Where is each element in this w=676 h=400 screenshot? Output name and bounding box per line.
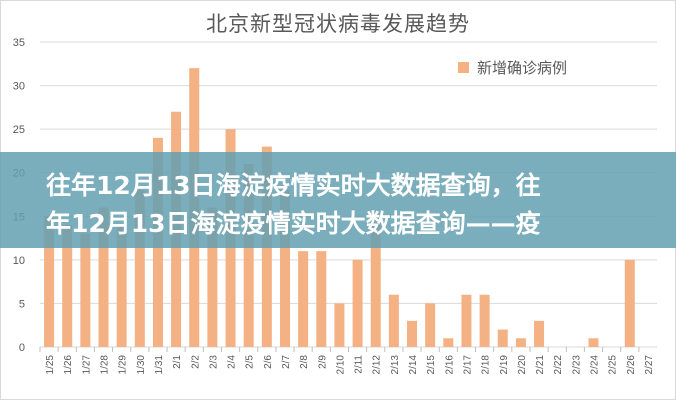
bar <box>479 294 490 347</box>
y-tick-label: 0 <box>19 342 25 354</box>
x-tick-label: 2/17 <box>462 355 473 375</box>
bar <box>407 320 418 347</box>
chart-title: 北京新型冠状病毒发展趋势 <box>206 12 470 36</box>
bar <box>62 225 73 347</box>
bar <box>388 294 399 347</box>
x-tick-label: 2/24 <box>589 355 600 375</box>
headline-line-1: 往年12月13日海淀疫情实时大数据查询，往 <box>46 171 541 200</box>
bar <box>116 225 127 347</box>
x-tick-label: 2/14 <box>408 355 419 375</box>
x-tick-label: 2/13 <box>390 355 401 375</box>
bar <box>134 190 145 347</box>
x-tick-label: 2/15 <box>426 355 437 375</box>
x-tick-label: 1/25 <box>45 355 56 375</box>
y-tick-label: 5 <box>19 298 25 310</box>
bar <box>279 190 290 347</box>
bar <box>316 251 327 347</box>
x-tick-label: 2/1 <box>172 355 183 369</box>
x-tick-label: 2/27 <box>644 355 655 375</box>
x-tick-label: 2/11 <box>354 355 365 374</box>
bar <box>80 233 91 347</box>
bar <box>44 216 55 347</box>
bar <box>243 164 254 347</box>
x-tick-label: 2/19 <box>499 355 510 375</box>
y-tick-label: 30 <box>13 81 25 93</box>
x-tick-label: 2/2 <box>190 355 201 369</box>
bar <box>515 338 526 347</box>
x-tick-label: 2/4 <box>227 355 238 369</box>
x-tick-label: 2/26 <box>626 355 637 375</box>
x-tick-label: 2/6 <box>263 355 274 369</box>
y-tick-label: 25 <box>13 124 25 136</box>
legend-swatch <box>458 62 469 73</box>
bar <box>425 303 436 347</box>
bar <box>588 338 599 347</box>
x-tick-label: 2/20 <box>517 355 528 375</box>
x-tick-label: 2/10 <box>335 355 346 375</box>
bar <box>98 207 109 347</box>
x-tick-label: 2/22 <box>553 355 564 375</box>
x-tick-label: 2/23 <box>571 355 582 375</box>
bar <box>298 251 309 347</box>
x-tick-label: 2/7 <box>281 355 292 369</box>
legend: 新增确诊病例 <box>458 57 567 78</box>
bar <box>497 329 508 347</box>
x-tick-label: 1/29 <box>118 355 129 375</box>
x-tick-label: 2/9 <box>317 355 328 369</box>
x-tick-label: 2/12 <box>372 355 383 375</box>
bar <box>370 216 381 347</box>
headline-banner: 往年12月13日海淀疫情实时大数据查询，往 年12月13日海淀疫情实时大数据查询… <box>0 152 676 248</box>
x-tick-label: 1/31 <box>154 355 165 375</box>
x-tick-label: 1/30 <box>136 355 147 375</box>
headline-line-2: 年12月13日海淀疫情实时大数据查询——疫 <box>46 209 541 238</box>
x-tick-label: 2/5 <box>245 355 256 369</box>
y-tick-label: 35 <box>13 37 25 49</box>
bar <box>207 207 218 347</box>
bar <box>534 320 545 347</box>
x-tick-label: 1/27 <box>81 355 92 375</box>
bar <box>624 259 635 347</box>
x-tick-label: 2/18 <box>481 355 492 375</box>
bar <box>352 259 363 347</box>
bar <box>461 294 472 347</box>
x-tick-label: 2/25 <box>608 355 619 375</box>
bar <box>443 338 454 347</box>
x-tick-label: 2/21 <box>535 355 546 375</box>
bar <box>334 303 345 347</box>
y-tick-label: 10 <box>13 255 25 267</box>
x-tick-label: 2/3 <box>208 355 219 369</box>
x-tick-label: 1/28 <box>100 355 111 375</box>
x-tick-label: 2/16 <box>444 355 455 375</box>
x-tick-label: 2/8 <box>299 355 310 369</box>
legend-label: 新增确诊病例 <box>477 59 568 77</box>
x-tick-label: 1/26 <box>63 355 74 375</box>
